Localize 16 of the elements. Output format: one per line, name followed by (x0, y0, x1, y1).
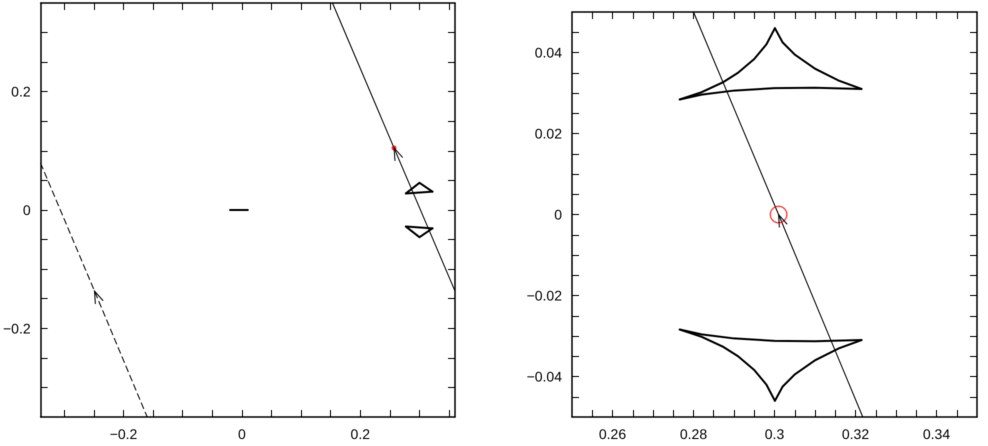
y-tick-label: 0.02 (534, 126, 562, 142)
x-tick-label: 0.2 (350, 426, 370, 442)
y-tick-label: −0.02 (526, 288, 562, 304)
x-tick-label: −0.2 (110, 426, 138, 442)
y-tick-label: −0.2 (2, 320, 31, 336)
x-tick-label: 0.34 (922, 426, 950, 442)
x-tick-label: 0.3 (764, 426, 784, 442)
x-tick-label: 0.32 (842, 426, 870, 442)
y-tick-label: 0.04 (534, 44, 562, 60)
x-tick-label: 0.26 (598, 426, 626, 442)
y-tick-label: 0 (554, 206, 562, 222)
x-tick-label: 0 (238, 426, 246, 442)
y-tick-label: 0 (22, 202, 31, 218)
y-tick-label: 0.2 (11, 84, 31, 100)
x-tick-label: 0.28 (680, 426, 708, 442)
y-tick-label: −0.04 (526, 368, 562, 384)
